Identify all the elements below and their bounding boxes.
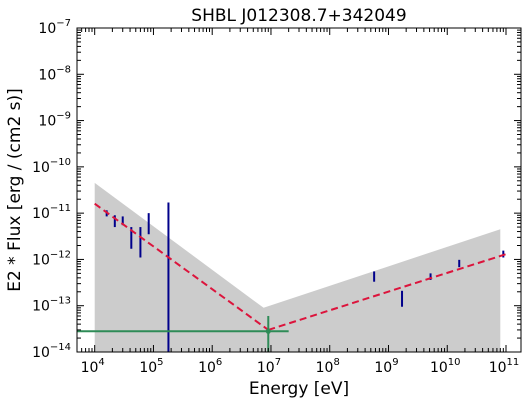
x-tick-label: 108 bbox=[316, 357, 340, 376]
x-tick-label: 107 bbox=[257, 357, 281, 376]
y-axis: 10−14 10−13 10−12 10−11 10−10 10−9 10−8 10−7 bbox=[32, 18, 521, 361]
chart-title: SHBL J012308.7+342049 bbox=[191, 6, 406, 26]
x-tick-label: 1010 bbox=[430, 357, 461, 376]
y-axis-label: E2 * Flux [erg / (cm2 s)] bbox=[5, 88, 25, 292]
x-tick-label: 106 bbox=[198, 357, 222, 376]
y-tick-label: 10−14 bbox=[32, 342, 71, 361]
fit-line bbox=[267, 253, 507, 331]
x-tick-label: 104 bbox=[81, 357, 105, 376]
y-tick-label: 10−11 bbox=[32, 203, 71, 222]
y-tick-label: 10−7 bbox=[38, 18, 71, 37]
y-tick-label: 10−10 bbox=[32, 157, 71, 176]
y-tick-label: 10−9 bbox=[38, 111, 71, 130]
plot-area bbox=[77, 182, 507, 352]
x-axis: 104 105 106 107 108 109 1010 1011 bbox=[76, 28, 520, 376]
confidence-band bbox=[94, 182, 501, 352]
green-point-marker bbox=[265, 328, 271, 334]
x-tick-label: 1011 bbox=[489, 357, 520, 376]
x-axis-label: Energy [eV] bbox=[249, 379, 349, 399]
x-tick-label: 109 bbox=[374, 357, 398, 376]
x-tick-label: 105 bbox=[139, 357, 163, 376]
fit-line bbox=[94, 202, 269, 331]
y-tick-label: 10−8 bbox=[38, 64, 71, 83]
y-tick-label: 10−12 bbox=[32, 249, 71, 268]
y-tick-label: 10−13 bbox=[32, 296, 71, 315]
